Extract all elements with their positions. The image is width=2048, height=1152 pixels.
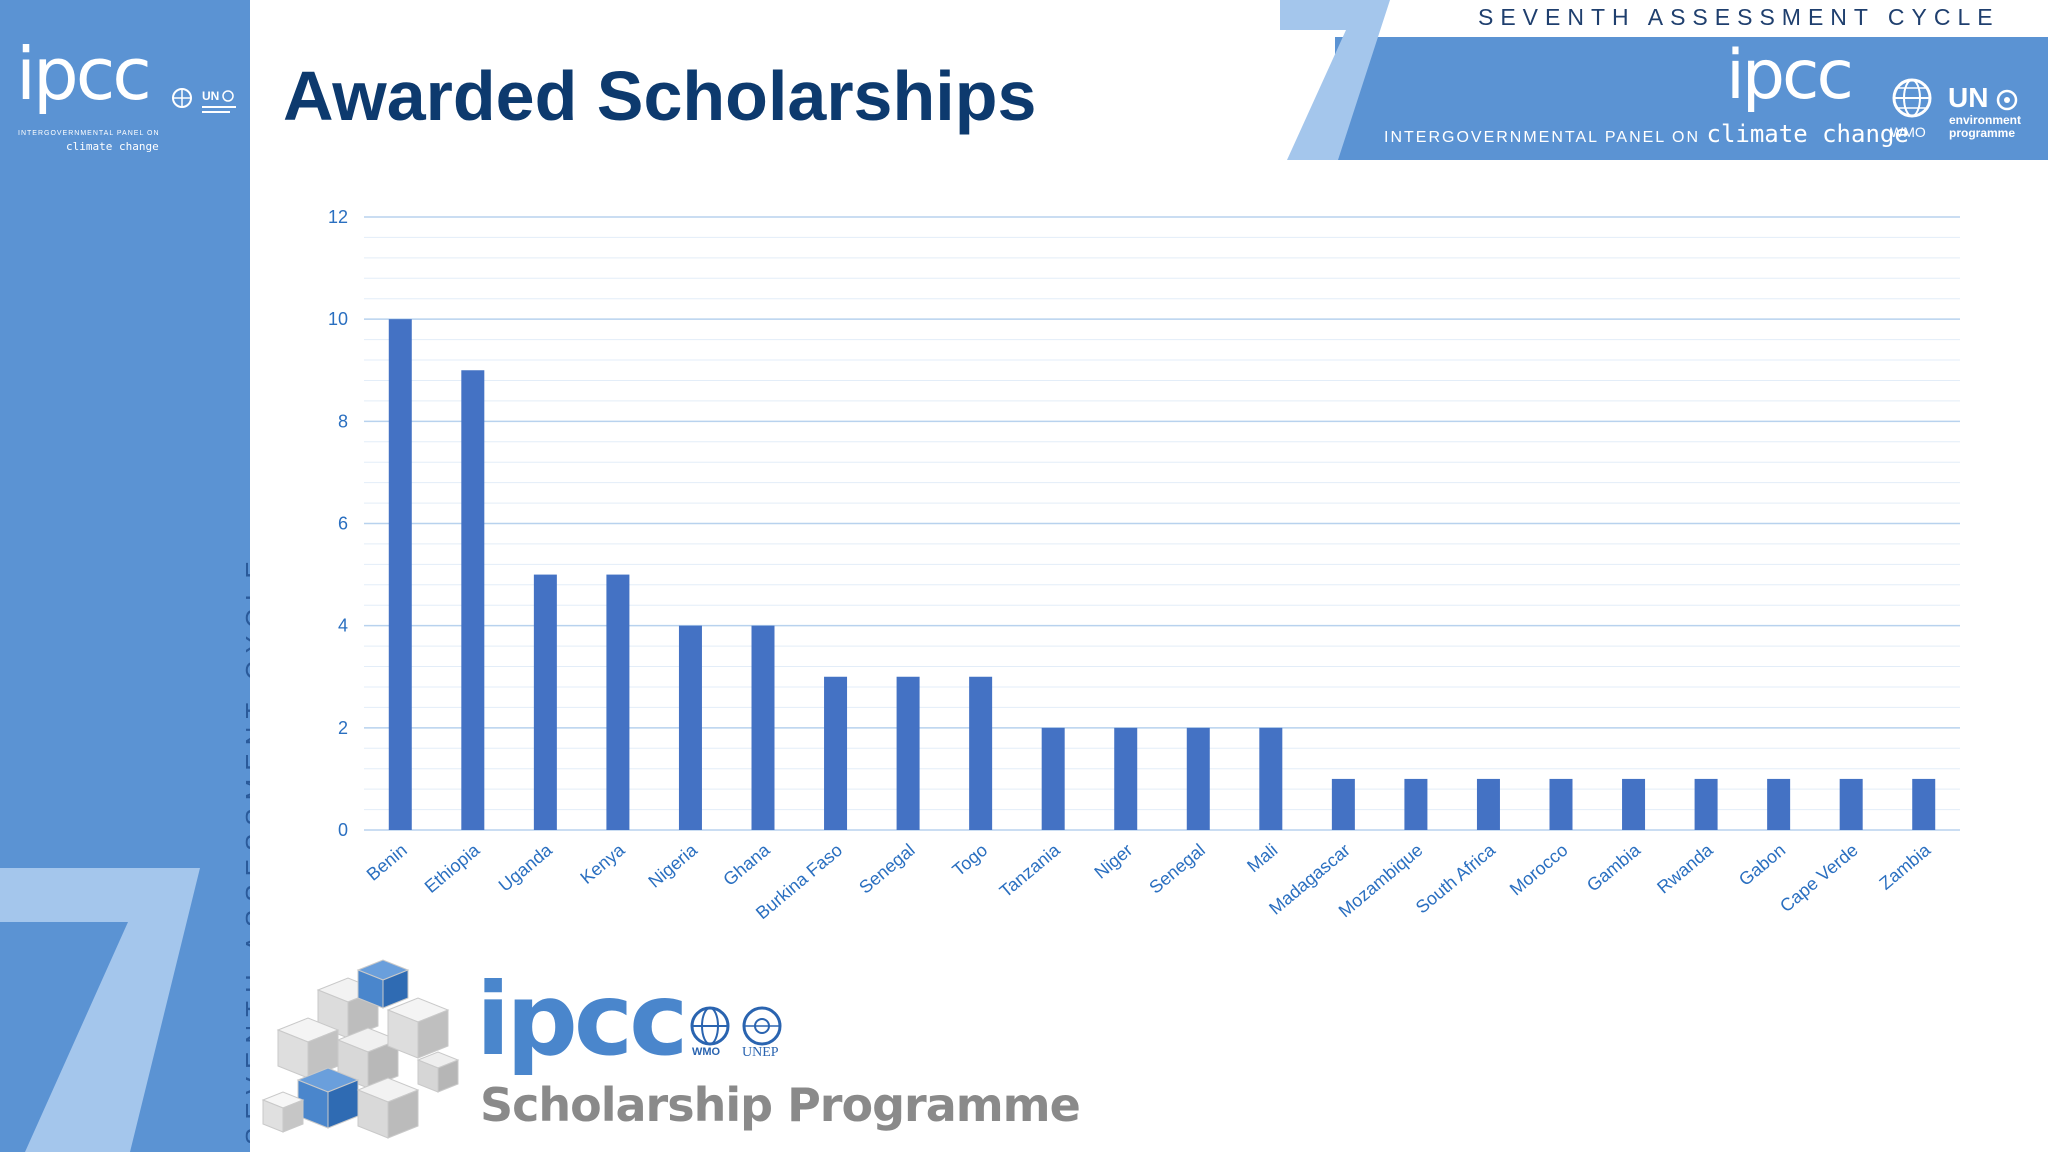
- bar: [461, 370, 485, 830]
- x-tick-label: Rwanda: [1653, 839, 1717, 897]
- wmo-label: WMO: [692, 1046, 721, 1058]
- bar: [1839, 778, 1863, 830]
- cycle-label: SEVENTH ASSESSMENT CYCLE: [1478, 4, 2000, 30]
- ipcc-tagline-prefix: INTERGOVERNMENTAL PANEL ON: [1384, 129, 1701, 146]
- x-tick-label: Gabon: [1735, 840, 1789, 890]
- bar: [1186, 727, 1210, 830]
- ipcc-logo: ipcc: [16, 32, 152, 116]
- y-tick-label: 8: [338, 411, 348, 431]
- bar: [1114, 727, 1138, 830]
- y-tick-label: 2: [338, 718, 348, 738]
- x-tick-label: Ethiopia: [421, 839, 484, 897]
- x-tick-label: Senegal: [1145, 840, 1208, 898]
- x-tick-label: Zambia: [1875, 839, 1935, 894]
- un-text: UN: [1948, 82, 1989, 113]
- bar: [1041, 727, 1065, 830]
- bar: [824, 676, 848, 830]
- x-tick-label: South Africa: [1412, 839, 1500, 917]
- x-tick-label: Benin: [363, 840, 411, 885]
- unep-label: environment programme: [1949, 113, 2022, 141]
- bar: [896, 676, 920, 830]
- y-tick-label: 12: [328, 207, 348, 227]
- bar: [969, 676, 993, 830]
- x-tick-label: Togo: [948, 840, 991, 880]
- sidebar: ipcc INTERGOVERNMENTAL PANEL ON climate …: [0, 0, 250, 1152]
- ipcc-tagline-suffix: climate change: [1706, 120, 1909, 148]
- footer-ipcc-logo: ipcc: [476, 961, 688, 1078]
- x-tick-label: Niger: [1090, 840, 1136, 883]
- x-tick-label: Morocco: [1506, 840, 1572, 900]
- bar: [606, 574, 630, 830]
- bar: [1912, 778, 1936, 830]
- bar: [1476, 778, 1500, 830]
- x-tick-label: Kenya: [577, 839, 630, 888]
- ipcc-tagline: INTERGOVERNMENTAL PANEL ON climate chang…: [1384, 120, 1909, 148]
- y-tick-label: 0: [338, 820, 348, 840]
- bar: [1549, 778, 1573, 830]
- bar: [533, 574, 557, 830]
- bar: [678, 625, 702, 830]
- scholarship-programme-label: Scholarship Programme: [480, 1078, 1081, 1132]
- x-tick-label: Senegal: [855, 840, 918, 898]
- ipcc-logo-subtitle-2: climate change: [66, 140, 159, 153]
- wmo-emblem-icon: [1892, 78, 1932, 118]
- x-tick-label: Ghana: [719, 839, 774, 890]
- x-tick-label: Nigeria: [644, 839, 701, 892]
- x-tick-label: Uganda: [495, 839, 557, 895]
- un-label: UN: [1948, 82, 2018, 114]
- x-tick-label: Mali: [1243, 840, 1281, 877]
- unep-label: UNEP: [742, 1045, 779, 1060]
- bar: [1694, 778, 1718, 830]
- bar: [751, 625, 775, 830]
- wmo-label: WMO: [1890, 124, 1926, 140]
- bar: [1767, 778, 1791, 830]
- bar: [1404, 778, 1428, 830]
- x-tick-label: Cape Verde: [1776, 840, 1862, 916]
- x-tick-label: Tanzania: [996, 839, 1065, 901]
- x-tick-label: Gambia: [1583, 839, 1645, 895]
- bar-chart: 0 2 4 6 8 10 12 Benin Ethiopia Uganda Kenya Nigeria…: [328, 207, 1960, 923]
- partner-logos-icon: UN: [172, 88, 236, 113]
- page-title: Awarded Scholarships: [283, 57, 1037, 135]
- y-tick-label: 4: [338, 616, 348, 636]
- unep-emblem-icon: [1996, 89, 2018, 110]
- seven-graphic: [0, 868, 200, 1152]
- ipcc-logo: ipcc: [1726, 36, 1854, 115]
- bar: [388, 319, 412, 830]
- bar: [1622, 778, 1646, 830]
- cubes-logo-icon: [261, 959, 460, 1139]
- svg-text:UN: UN: [202, 89, 219, 103]
- partner-emblems-icon: [690, 1006, 782, 1046]
- vertical-cycle-label: SEVENTH ASSESSMENT CYCLE: [240, 553, 250, 1145]
- bar: [1259, 727, 1283, 830]
- ipcc-logo-subtitle: INTERGOVERNMENTAL PANEL ON: [18, 130, 160, 137]
- y-tick-label: 10: [328, 309, 348, 329]
- y-tick-label: 6: [338, 514, 348, 534]
- bar: [1331, 778, 1355, 830]
